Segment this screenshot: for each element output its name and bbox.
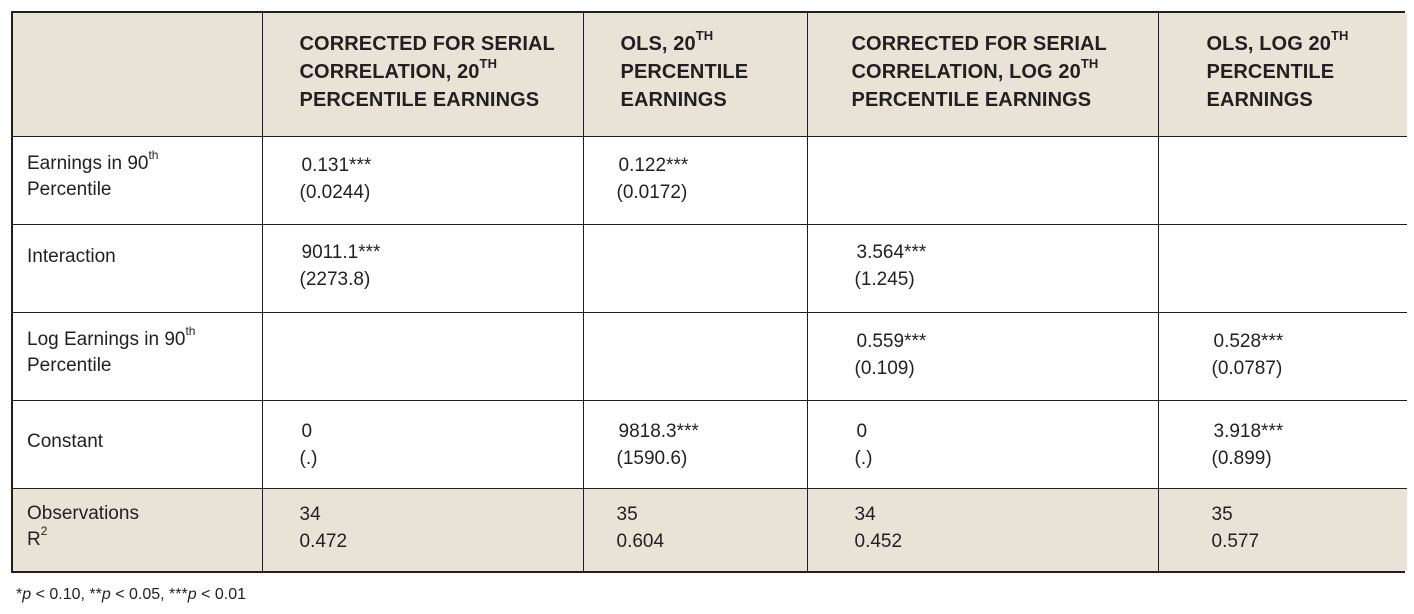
- table-cell: [1157, 223, 1407, 313]
- row-label-log-earnings-90th: Log Earnings in 90th Percentile: [13, 311, 263, 401]
- table-cell: 3.564*** (1.245): [806, 223, 1159, 313]
- table-cell: 0.528*** (0.0787): [1157, 311, 1407, 401]
- table-cell: 9011.1*** (2273.8): [261, 223, 584, 313]
- regression-table-container: Corrected for Serial Correlation, 20th P…: [11, 11, 1407, 573]
- table-cell: [1157, 135, 1407, 225]
- table-cell: 0.131*** (0.0244): [261, 135, 584, 225]
- table-cell: 9818.3*** (1590.6): [582, 399, 808, 489]
- table-cell: 35 0.604: [582, 487, 808, 571]
- regression-table: Corrected for Serial Correlation, 20th P…: [13, 13, 1407, 571]
- header-ols-log-20th: OLS, Log 20th Percentile Earnings: [1157, 13, 1407, 137]
- table-row: Interaction 9011.1*** (2273.8) 3.564*** (1…: [13, 223, 1407, 313]
- row-label-constant: Constant: [13, 399, 263, 489]
- row-label-earnings-90th: Earnings in 90th Percentile: [13, 135, 263, 225]
- table-cell: [582, 311, 808, 401]
- table-cell: [582, 223, 808, 313]
- header-row: Corrected for Serial Correlation, 20th P…: [13, 13, 1407, 137]
- table-cell: 0 (.): [806, 399, 1159, 489]
- significance-note: *p < 0.10, **p < 0.05, ***p < 0.01: [16, 586, 246, 603]
- header-corrected-log-20th: Corrected for Serial Correlation, Log 20…: [806, 13, 1159, 137]
- table-row: Constant 0 (.) 9818.3*** (1590.6) 0 (.) 3.9…: [13, 399, 1407, 489]
- table-row: Earnings in 90th Percentile 0.131*** (0.0…: [13, 135, 1407, 225]
- table-cell: 0.559*** (0.109): [806, 311, 1159, 401]
- footer-row: Observations R2 34 0.472 35 0.604 34 0.452 3…: [13, 487, 1407, 571]
- row-label-observations-r2: Observations R2: [13, 487, 263, 571]
- header-ols-20th: OLS, 20th Percentile Earnings: [582, 13, 808, 137]
- row-label-interaction: Interaction: [13, 223, 263, 313]
- table-cell: 0.122*** (0.0172): [582, 135, 808, 225]
- table-cell: 34 0.452: [806, 487, 1159, 571]
- table-cell: 3.918*** (0.899): [1157, 399, 1407, 489]
- table-cell: 34 0.472: [261, 487, 584, 571]
- header-empty: [13, 13, 263, 137]
- table-cell: [261, 311, 584, 401]
- table-cell: 35 0.577: [1157, 487, 1407, 571]
- table-row: Log Earnings in 90th Percentile 0.559***…: [13, 311, 1407, 401]
- table-cell: [806, 135, 1159, 225]
- header-corrected-20th: Corrected for Serial Correlation, 20th P…: [261, 13, 584, 137]
- table-cell: 0 (.): [261, 399, 584, 489]
